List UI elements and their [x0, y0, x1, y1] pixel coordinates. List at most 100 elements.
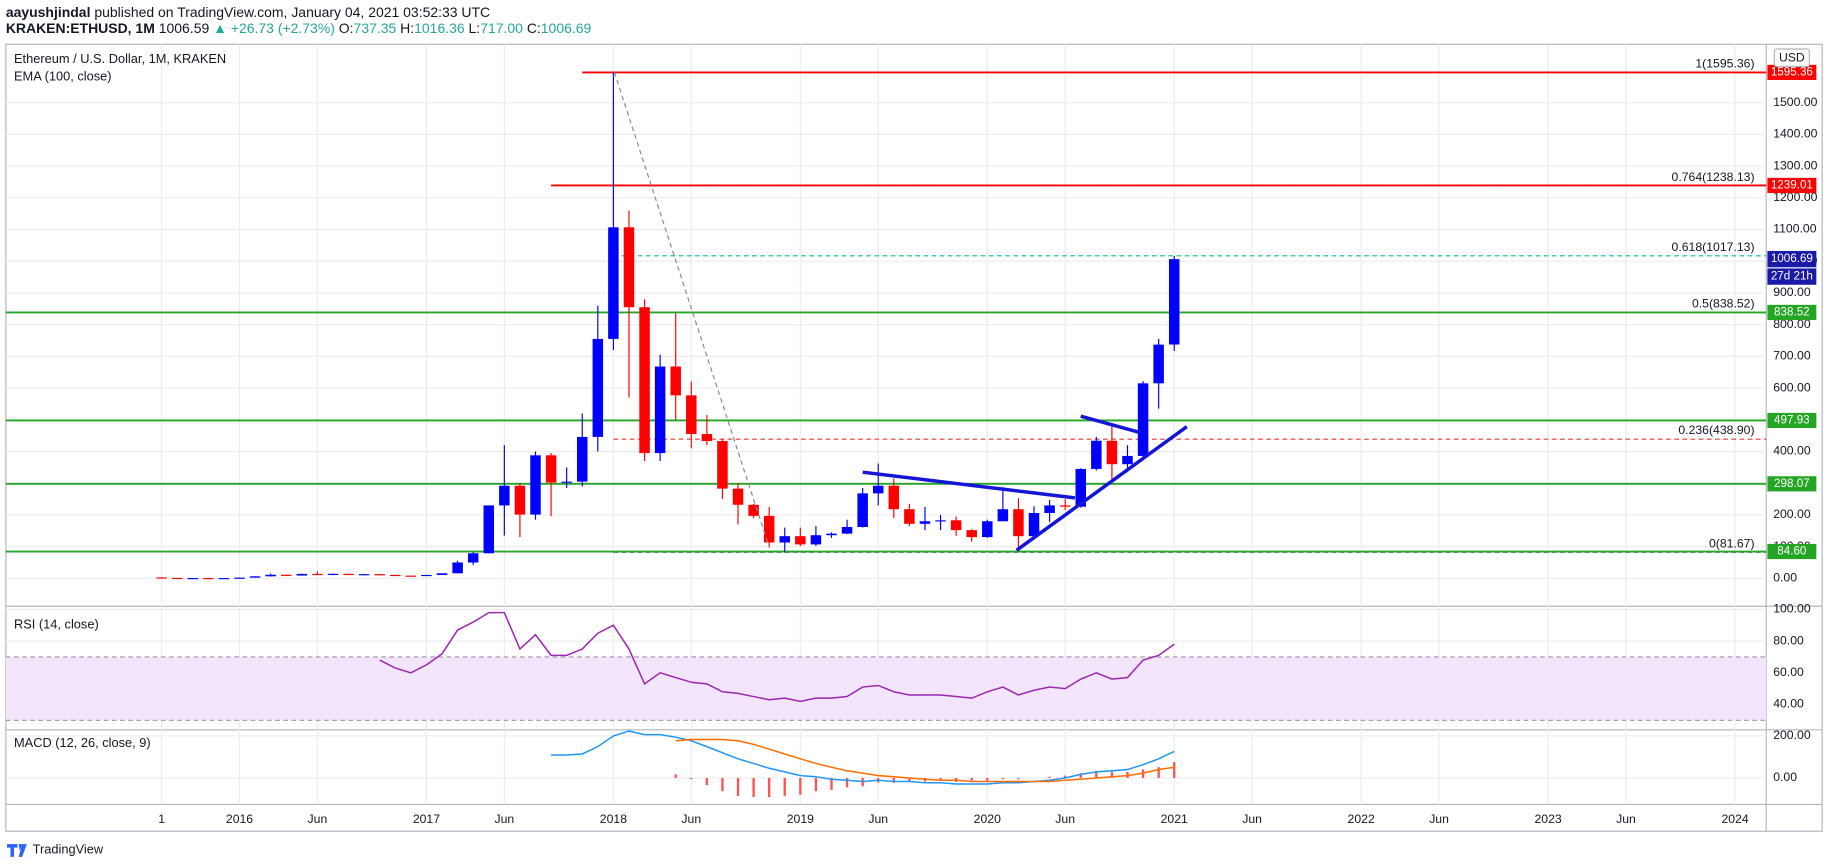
candle-body	[857, 493, 868, 527]
author-line: aayushjindal published on TradingView.co…	[6, 4, 490, 20]
y-tick-label: 0.00	[1773, 770, 1797, 784]
countdown-box	[1767, 268, 1817, 285]
candle-body	[888, 485, 900, 510]
candle-body	[717, 441, 728, 489]
histogram-bar	[1048, 776, 1051, 778]
histogram-bar	[814, 777, 818, 792]
indicator-label: EMA (100, close)	[14, 68, 112, 83]
x-tick-label: Jun	[308, 812, 328, 826]
candle-body	[374, 574, 385, 576]
histogram-bar	[674, 774, 677, 778]
logo-mark	[6, 844, 27, 857]
macd-line	[675, 738, 1175, 783]
l-label: L:	[469, 20, 481, 36]
candle-body	[810, 535, 822, 545]
logo: TradingView	[6, 841, 104, 857]
candle-body	[280, 574, 292, 576]
l-value: 717.00	[480, 20, 523, 36]
marks: 1 2016 Jun 2017 Jun 2018 Jun 2019 Jun 2020 Jun 2021…	[5, 57, 1818, 826]
candle-body	[545, 455, 557, 483]
level-box	[1767, 304, 1817, 321]
candle-body	[358, 574, 370, 576]
x-tick-label: Jun	[868, 812, 888, 826]
y-tick-label: 0.00	[1773, 571, 1797, 585]
candle-body	[701, 434, 713, 442]
fib-label: 1(1595.36)	[1695, 57, 1754, 71]
candle-body	[608, 227, 619, 339]
candle-body	[826, 533, 837, 536]
candle-body	[561, 481, 572, 483]
candle-body	[997, 509, 1009, 522]
level-label: 84.60	[1777, 545, 1807, 558]
histogram-bar	[1173, 762, 1176, 778]
x-tick-label: 1	[158, 812, 165, 826]
candle-body	[514, 485, 526, 515]
candle-body	[1137, 383, 1149, 456]
candle-body	[1168, 259, 1180, 345]
candle-body	[390, 574, 401, 577]
y-tick-label: 900.00	[1773, 285, 1811, 299]
y-tick-label: 1200.00	[1773, 190, 1817, 204]
x-tick-label: Jun	[681, 812, 701, 826]
x-tick-label: 2023	[1535, 812, 1562, 826]
histogram-bar	[736, 777, 740, 797]
price: 1006.59	[159, 20, 210, 36]
y-tick-label: 400.00	[1773, 444, 1811, 458]
trend-line	[1080, 414, 1141, 435]
histogram-bar	[1064, 775, 1067, 778]
histogram-bar	[752, 777, 755, 798]
y-tick-label: 600.00	[1773, 380, 1811, 394]
macd-line	[551, 730, 1175, 785]
symbol: KRAKEN:ETHUSD, 1M	[6, 20, 155, 36]
candle-body	[950, 520, 962, 531]
x-tick-label: Jun	[1055, 812, 1075, 826]
level-label: 1595.36	[1771, 66, 1813, 79]
frame	[5, 43, 1823, 832]
histogram-bar	[830, 777, 833, 790]
candle-body	[623, 227, 635, 308]
candle-body	[1075, 468, 1086, 507]
x-tick-label: 2021	[1161, 812, 1188, 826]
candle-body	[452, 562, 463, 574]
candle-body	[639, 307, 650, 454]
candle-body	[436, 573, 448, 575]
candle-body	[343, 573, 354, 575]
histogram-bar	[783, 777, 786, 796]
currency: USD	[1779, 51, 1805, 65]
histogram-bar	[970, 777, 973, 781]
x-tick-label: Jun	[1616, 812, 1636, 826]
fib-trend-line	[613, 72, 770, 549]
candle-body	[654, 366, 666, 454]
candle-body	[872, 485, 884, 494]
last-price: 1006.69	[1771, 252, 1813, 265]
y-tick-label: 1400.00	[1773, 127, 1817, 141]
histogram-bar	[845, 777, 849, 788]
histogram-bar	[1157, 767, 1160, 778]
histogram-bar	[1017, 777, 1020, 780]
candle-body	[732, 488, 744, 505]
c-label: C:	[527, 20, 541, 36]
rsi-label: RSI (14, close)	[14, 616, 99, 631]
candle-body	[841, 526, 853, 534]
level-box	[1767, 412, 1817, 429]
candle-body	[187, 578, 199, 580]
fib-label: 0.236(438.90)	[1678, 423, 1754, 437]
candle-body	[904, 509, 915, 524]
chart-title: Ethereum / U.S. Dollar, 1M, KRAKEN	[14, 51, 226, 66]
histogram-bar	[892, 777, 895, 783]
candle-body	[483, 505, 495, 554]
candle-body	[748, 504, 759, 516]
candle-body	[1013, 509, 1024, 537]
x-tick-label: Jun	[1242, 812, 1262, 826]
o-value: 737.35	[354, 20, 397, 36]
candle-body	[467, 553, 479, 563]
y-tick-label: 800.00	[1773, 317, 1811, 331]
candle-body	[327, 573, 339, 575]
histogram-bar	[1079, 773, 1082, 778]
histogram-bar	[986, 777, 989, 781]
histogram-bar	[768, 777, 771, 798]
candle-body	[530, 455, 541, 515]
change: ▲ +26.73 (+2.73%)	[213, 20, 335, 36]
candle-body	[249, 576, 261, 578]
